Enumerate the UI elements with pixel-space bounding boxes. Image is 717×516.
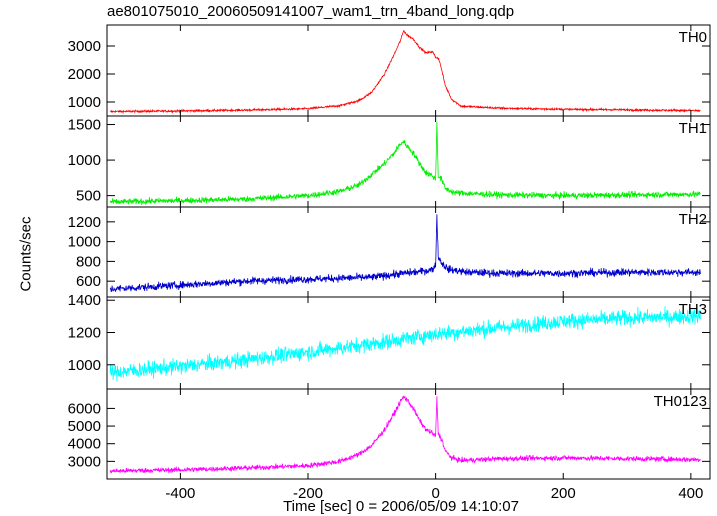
- panel-frame-th0: [106, 24, 711, 117]
- y-tick-label: 1000: [68, 94, 101, 111]
- x-tick-label: -200: [293, 485, 323, 502]
- panel-frame-th0123: [106, 388, 711, 480]
- y-tick-label: 3000: [68, 38, 101, 55]
- x-axis-label: Time [sec] 0 = 2006/05/09 14:10:07: [283, 498, 519, 515]
- y-tick-label: 2000: [68, 66, 101, 83]
- y-tick-label: 1200: [68, 214, 101, 231]
- y-tick-label: 1000: [68, 152, 101, 169]
- y-tick-label: 1000: [68, 357, 101, 374]
- x-tick-label: 400: [678, 485, 703, 502]
- y-tick-label: 600: [76, 273, 101, 290]
- y-tick-label: 5000: [68, 418, 101, 435]
- panel-frame-th2: [106, 206, 711, 298]
- x-tick-label: -400: [165, 485, 195, 502]
- y-tick-label: 800: [76, 253, 101, 270]
- series-line-th1: [109, 121, 701, 206]
- y-tick-label: 1200: [68, 325, 101, 342]
- x-tick-label: 200: [551, 485, 576, 502]
- panel-label-th0: TH0: [679, 29, 707, 46]
- series-line-th0123: [109, 395, 701, 474]
- y-tick-label: 4000: [68, 436, 101, 453]
- y-tick-label: 500: [76, 188, 101, 205]
- panel-label-th1: TH1: [679, 120, 707, 137]
- y-tick-label: 1400: [68, 292, 101, 309]
- series-line-th3: [109, 306, 701, 382]
- y-tick-label: 1000: [68, 234, 101, 251]
- x-tick-label: 0: [431, 485, 439, 502]
- panel-label-th0123: TH0123: [654, 393, 707, 410]
- panel-label-th3: TH3: [679, 301, 707, 318]
- y-tick-label: 6000: [68, 400, 101, 417]
- series-line-th0: [109, 30, 701, 115]
- chart-title: ae801075010_20060509141007_wam1_trn_4ban…: [107, 3, 515, 20]
- panel-frame-th1: [106, 115, 711, 208]
- y-tick-label: 3000: [68, 453, 101, 470]
- panel-label-th2: TH2: [679, 211, 707, 228]
- series-line-th2: [109, 214, 701, 293]
- y-tick-label: 1500: [68, 117, 101, 134]
